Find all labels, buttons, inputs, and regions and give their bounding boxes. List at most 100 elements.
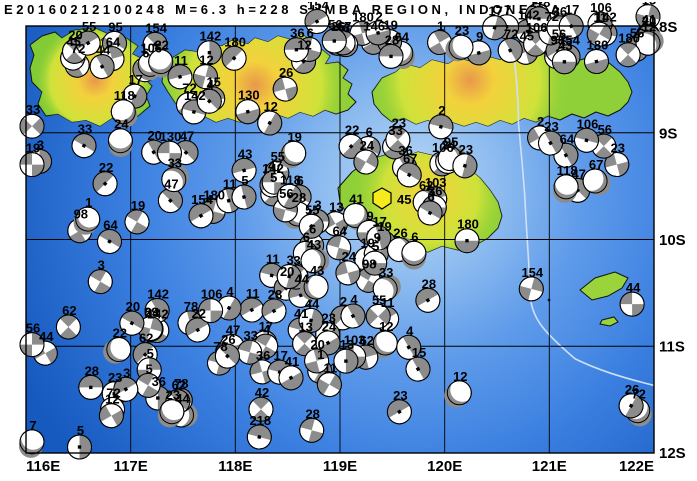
- svg-text:33: 33: [379, 265, 393, 280]
- svg-text:19: 19: [287, 129, 301, 144]
- svg-text:13: 13: [298, 320, 312, 335]
- svg-text:17: 17: [372, 214, 386, 229]
- svg-text:33: 33: [243, 328, 257, 343]
- svg-text:55: 55: [372, 292, 386, 307]
- svg-text:67: 67: [589, 157, 603, 172]
- svg-text:23: 23: [392, 116, 406, 131]
- svg-text:17: 17: [128, 72, 142, 87]
- svg-text:44: 44: [295, 271, 310, 286]
- svg-text:89: 89: [144, 305, 158, 320]
- svg-text:41: 41: [285, 354, 299, 369]
- svg-text:13: 13: [340, 337, 354, 352]
- svg-text:44: 44: [626, 280, 641, 295]
- svg-text:17: 17: [488, 4, 502, 19]
- svg-text:23: 23: [459, 142, 473, 157]
- svg-text:4: 4: [263, 322, 271, 337]
- svg-text:28: 28: [268, 287, 282, 302]
- svg-text:23: 23: [611, 141, 625, 156]
- svg-text:56: 56: [279, 186, 293, 201]
- svg-text:20: 20: [68, 27, 82, 42]
- svg-text:33: 33: [78, 122, 92, 137]
- svg-text:12: 12: [379, 319, 393, 334]
- svg-text:36: 36: [290, 26, 304, 41]
- svg-text:26: 26: [279, 65, 293, 80]
- svg-text:121E: 121E: [532, 458, 567, 475]
- svg-text:120E: 120E: [427, 458, 462, 475]
- svg-text:55: 55: [305, 202, 319, 217]
- svg-text:47: 47: [268, 158, 282, 173]
- svg-text:9S: 9S: [659, 126, 677, 143]
- svg-text:22: 22: [345, 122, 359, 137]
- svg-text:11: 11: [246, 286, 260, 301]
- svg-text:118: 118: [557, 163, 578, 178]
- svg-text:72: 72: [504, 26, 518, 41]
- svg-text:28: 28: [422, 276, 436, 291]
- svg-text:62: 62: [139, 331, 153, 346]
- svg-text:95: 95: [444, 135, 458, 150]
- svg-text:6: 6: [427, 189, 434, 204]
- svg-text:26: 26: [393, 226, 407, 241]
- svg-text:26: 26: [625, 382, 639, 397]
- svg-text:56: 56: [328, 17, 342, 32]
- svg-text:23: 23: [544, 119, 558, 134]
- svg-text:45: 45: [397, 192, 411, 207]
- svg-text:180: 180: [352, 9, 374, 24]
- svg-text:154: 154: [145, 20, 167, 35]
- svg-text:130: 130: [238, 88, 260, 103]
- svg-text:36: 36: [256, 348, 270, 363]
- svg-text:130: 130: [160, 129, 182, 144]
- svg-text:3: 3: [287, 253, 294, 268]
- svg-text:19: 19: [131, 198, 145, 213]
- svg-text:6: 6: [411, 229, 418, 244]
- svg-text:43: 43: [238, 146, 252, 161]
- svg-text:13: 13: [329, 200, 343, 215]
- svg-text:11S: 11S: [659, 339, 685, 356]
- svg-text:11: 11: [324, 361, 338, 376]
- svg-text:118: 118: [280, 172, 301, 187]
- svg-text:64: 64: [560, 131, 575, 146]
- svg-text:22: 22: [113, 326, 127, 341]
- svg-text:5: 5: [145, 361, 152, 376]
- svg-text:118E: 118E: [218, 458, 252, 475]
- svg-text:119E: 119E: [323, 458, 357, 475]
- svg-text:56: 56: [26, 321, 40, 336]
- svg-text:12: 12: [105, 392, 119, 407]
- svg-text:3: 3: [123, 365, 130, 380]
- svg-text:4: 4: [406, 323, 414, 338]
- svg-text:154: 154: [521, 265, 543, 280]
- svg-text:95: 95: [108, 19, 122, 34]
- svg-text:47: 47: [180, 129, 194, 144]
- svg-text:5: 5: [241, 173, 248, 188]
- svg-text:24: 24: [342, 249, 357, 264]
- svg-text:180: 180: [457, 217, 479, 232]
- svg-text:26: 26: [221, 332, 235, 347]
- svg-text:20: 20: [126, 299, 140, 314]
- svg-text:5: 5: [372, 239, 379, 254]
- svg-text:43: 43: [310, 263, 324, 278]
- svg-text:15: 15: [412, 345, 426, 360]
- svg-text:44: 44: [96, 43, 111, 58]
- svg-text:2: 2: [438, 103, 445, 118]
- svg-text:43: 43: [307, 237, 321, 252]
- svg-text:2: 2: [340, 294, 347, 309]
- svg-text:22: 22: [99, 160, 113, 175]
- svg-text:12: 12: [263, 99, 277, 114]
- svg-text:67: 67: [403, 151, 417, 166]
- svg-text:142: 142: [200, 29, 222, 44]
- svg-text:180: 180: [587, 38, 609, 53]
- svg-text:17: 17: [565, 2, 579, 17]
- svg-text:28: 28: [85, 363, 99, 378]
- svg-text:56: 56: [598, 122, 612, 137]
- svg-text:11: 11: [174, 53, 188, 68]
- svg-text:64: 64: [103, 218, 118, 233]
- svg-text:28: 28: [385, 32, 399, 47]
- svg-text:33: 33: [168, 156, 182, 171]
- svg-text:19: 19: [383, 18, 397, 33]
- svg-text:11: 11: [223, 177, 237, 192]
- svg-text:24: 24: [322, 319, 337, 334]
- svg-text:12S: 12S: [659, 445, 686, 462]
- svg-text:44: 44: [39, 329, 54, 344]
- svg-text:42: 42: [255, 385, 269, 400]
- svg-text:118: 118: [114, 88, 135, 103]
- svg-text:9: 9: [476, 29, 483, 44]
